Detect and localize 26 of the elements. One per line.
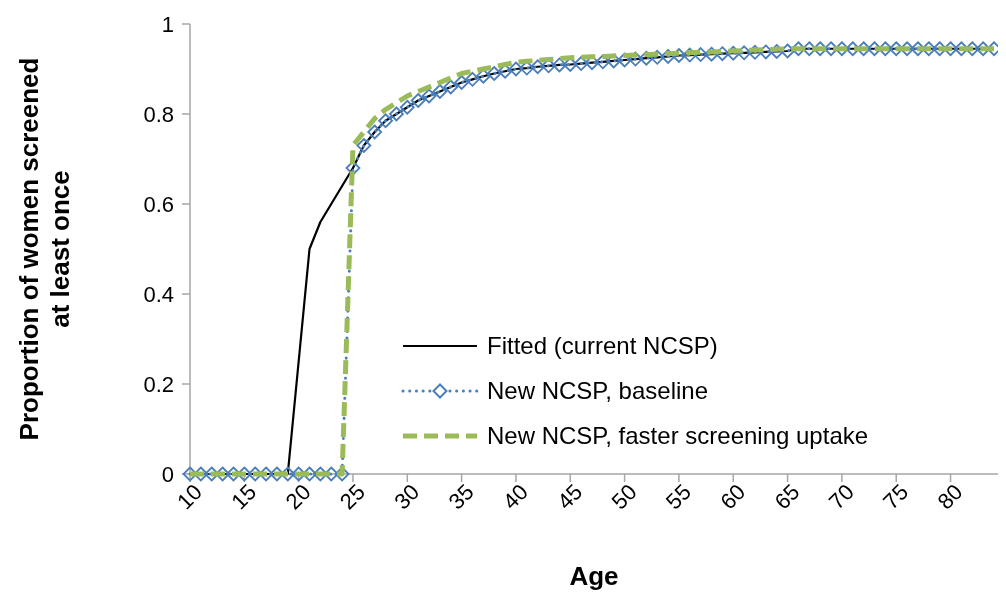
x-tick-label: 20: [280, 479, 316, 515]
y-tick-label: 0.6: [143, 191, 174, 217]
x-tick-label: 60: [715, 479, 751, 515]
x-tick-label: 10: [171, 479, 207, 515]
legend-label: New NCSP, baseline: [487, 377, 709, 405]
x-tick-label: 45: [552, 479, 588, 515]
legend-label: Fitted (current NCSP): [487, 332, 718, 360]
x-tick-label: 35: [443, 479, 479, 515]
x-tick-label: 30: [389, 479, 425, 515]
legend-label: New NCSP, faster screening uptake: [487, 422, 869, 450]
y-tick-label: 0.4: [143, 281, 174, 307]
x-axis-title: Age: [569, 561, 619, 591]
x-tick-label: 75: [878, 479, 914, 515]
x-tick-label: 40: [497, 479, 533, 515]
x-tick-label: 15: [226, 479, 262, 515]
x-tick-label: 65: [769, 479, 805, 515]
y-axis-title: Proportion of women screened at least once: [14, 57, 76, 441]
y-tick-label: 0.2: [143, 371, 174, 397]
x-tick-label: 70: [823, 479, 859, 515]
x-tick-label: 25: [334, 479, 370, 515]
y-tick-label: 1: [161, 11, 174, 37]
x-tick-label: 50: [606, 479, 642, 515]
x-tick-label: 80: [932, 479, 968, 515]
x-tick-label: 55: [660, 479, 696, 515]
y-tick-label: 0.8: [143, 101, 174, 127]
y-tick-label: 0: [161, 461, 174, 487]
